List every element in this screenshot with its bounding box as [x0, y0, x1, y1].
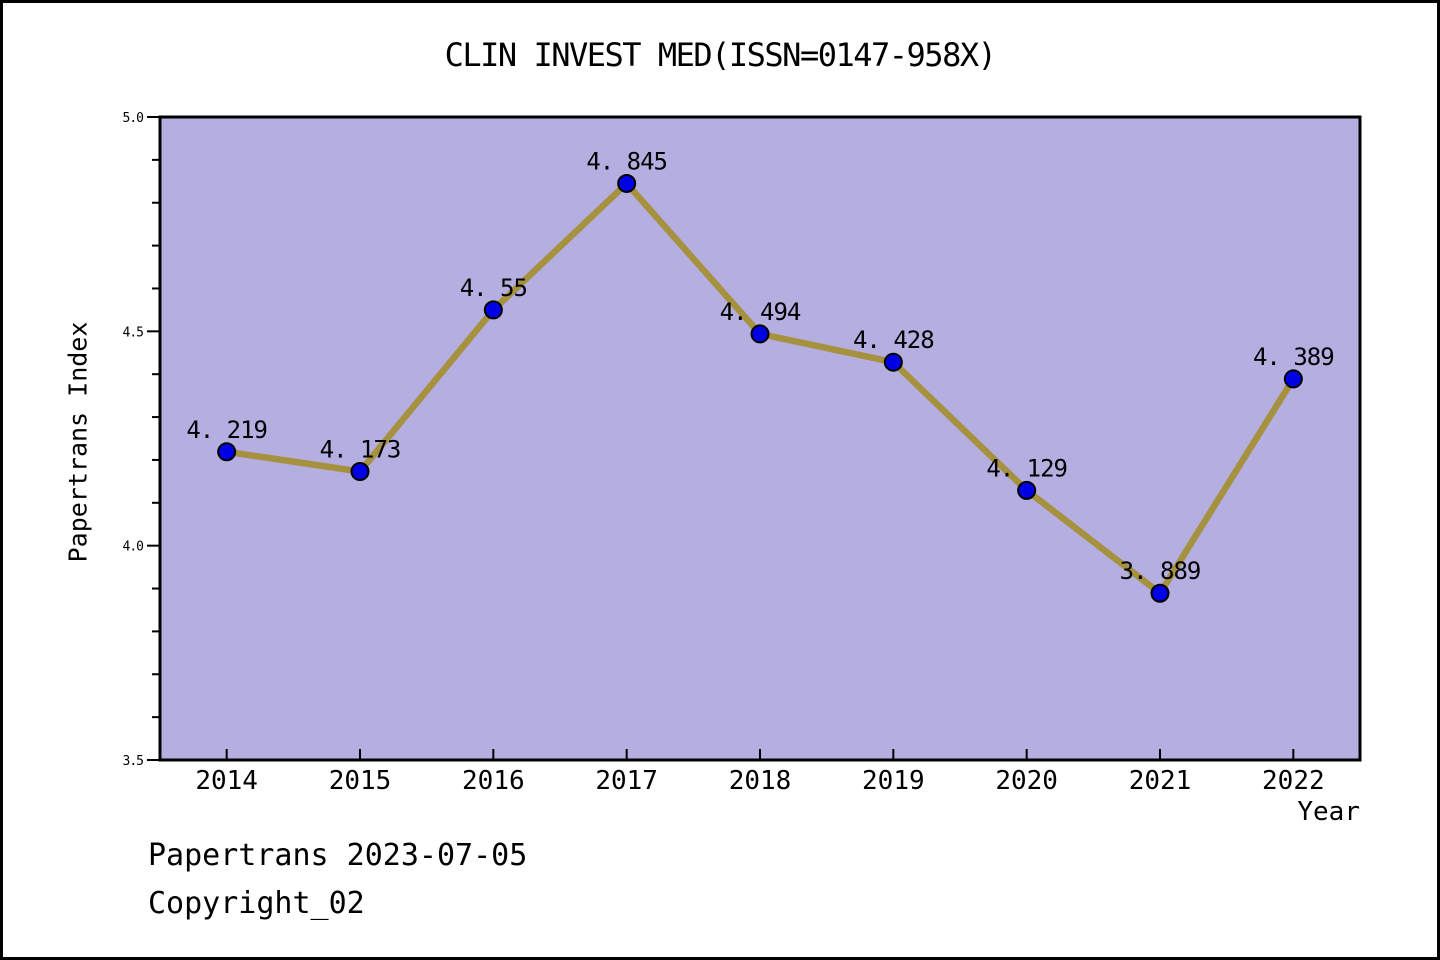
data-point	[750, 324, 770, 344]
point-value-label: 4. 494	[720, 298, 801, 326]
point-value-label: 3. 889	[1120, 557, 1201, 585]
data-point	[483, 300, 503, 320]
point-value-label: 4. 428	[853, 326, 934, 354]
data-point	[1283, 369, 1303, 389]
data-point	[883, 352, 903, 372]
point-value-label: 4. 173	[320, 436, 401, 464]
x-tick-label: 2015	[329, 766, 392, 796]
y-tick-label: 4.5	[123, 325, 144, 340]
x-tick-label: 2018	[729, 766, 792, 796]
x-tick-label: 2021	[1129, 766, 1192, 796]
point-value-label: 4. 845	[586, 147, 667, 175]
x-tick-label: 2017	[595, 766, 658, 796]
x-tick-label: 2020	[995, 766, 1058, 796]
data-point	[350, 462, 370, 482]
x-axis-label: Year	[1297, 797, 1360, 827]
x-tick-label: 2014	[195, 766, 258, 796]
y-tick-label: 4.0	[123, 540, 144, 555]
data-point	[1150, 583, 1170, 603]
data-point	[617, 173, 637, 193]
point-value-label: 4. 55	[460, 274, 527, 302]
footer-copyright: Copyright_02	[148, 886, 365, 921]
point-value-label: 4. 129	[986, 454, 1067, 482]
y-tick-label: 3.5	[123, 754, 144, 769]
chart-title: CLIN INVEST MED(ISSN=0147-958X)	[444, 36, 997, 74]
data-point	[217, 442, 237, 462]
plot-area	[158, 115, 1362, 762]
x-tick-label: 2022	[1262, 766, 1325, 796]
data-point	[1017, 480, 1037, 500]
y-tick-label: 5.0	[123, 111, 144, 126]
footer-source-date: Papertrans 2023-07-05	[148, 838, 528, 873]
x-tick-label: 2016	[462, 766, 525, 796]
point-value-label: 4. 389	[1253, 343, 1334, 371]
x-tick-label: 2019	[862, 766, 925, 796]
point-value-label: 4. 219	[186, 416, 267, 444]
